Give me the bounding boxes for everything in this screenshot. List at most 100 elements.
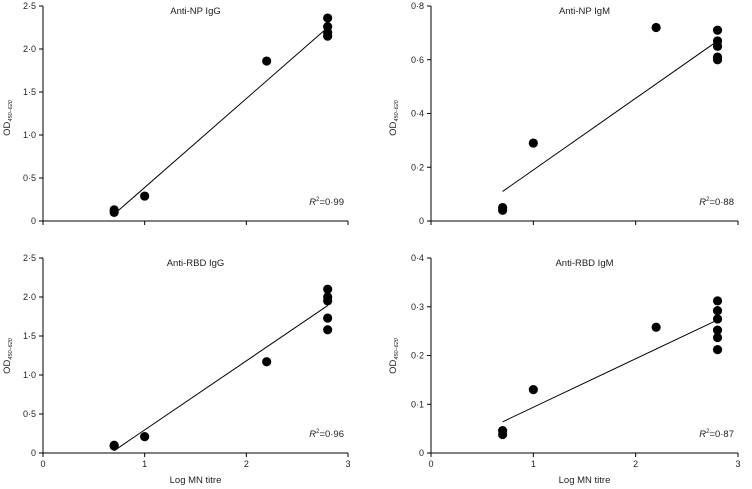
r-squared-exponent: 2: [706, 429, 710, 435]
r-squared-label: R2=0·96: [309, 429, 344, 440]
data-point: [323, 284, 333, 294]
data-point: [528, 138, 538, 148]
r-squared-label: R2=0·87: [699, 429, 734, 440]
data-point: [712, 314, 723, 324]
y-tick-label: 0·2: [411, 162, 424, 172]
y-tick-label: 0·5: [23, 173, 36, 183]
regression-line: [502, 40, 718, 192]
y-tick-label: 0·3: [411, 302, 424, 312]
data-point: [712, 306, 723, 316]
y-tick-label: 0·8: [411, 1, 424, 11]
y-axis-label-main: OD: [2, 121, 13, 135]
data-point: [323, 313, 333, 323]
x-axis-label: Log MN titre: [170, 475, 222, 486]
r-squared-symbol: R: [309, 197, 316, 208]
r-squared-value: =0·87: [709, 429, 734, 440]
data-point: [323, 292, 333, 302]
r-squared-symbol: R: [699, 197, 706, 208]
y-tick-label: 0: [31, 216, 36, 226]
y-tick-label: 0: [419, 448, 424, 458]
data-point: [498, 202, 508, 213]
data-point: [712, 52, 723, 62]
data-point: [109, 440, 119, 450]
data-point: [140, 191, 150, 201]
y-axis-label-main: OD: [388, 359, 399, 373]
data-point: [528, 385, 538, 395]
data-point: [712, 36, 723, 46]
r-squared-value: =0·96: [319, 429, 344, 440]
x-axis-label: Log MN titre: [559, 475, 611, 486]
chart-title: Anti-RBD IgM: [555, 258, 613, 269]
chart-title: Anti-RBD IgG: [167, 258, 225, 269]
r-squared-exponent: 2: [706, 197, 710, 203]
data-point: [712, 345, 723, 355]
data-point: [109, 205, 119, 215]
y-tick-label: 0: [419, 216, 424, 226]
y-axis-label-main: OD: [388, 121, 399, 135]
r-squared-label: R2=0·99: [309, 197, 344, 208]
y-tick-label: 2·0: [23, 44, 36, 54]
r-squared-symbol: R: [309, 429, 316, 440]
x-tick-label: 3: [345, 459, 350, 469]
y-tick-label: 1·0: [23, 130, 36, 140]
y-axis-label-subscript: 450–620: [394, 99, 400, 121]
regression-line: [113, 27, 328, 215]
y-tick-label: 2·0: [23, 292, 36, 302]
data-point: [140, 432, 150, 442]
chart-panel-anti-rbd-igm: 0 0·1 0·2 0·3 0·4 0 1 2 3 Anti-RBD IgM OD450–620 Lo…: [388, 253, 741, 486]
y-tick-label: 0·5: [23, 409, 36, 419]
y-tick-label: 0·4: [411, 253, 424, 263]
x-tick-label: 2: [244, 459, 249, 469]
x-tick-label: 1: [142, 459, 147, 469]
y-axis-label: OD450–620: [388, 99, 400, 136]
r-squared-exponent: 2: [316, 197, 320, 203]
y-tick-label: 2·5: [23, 1, 36, 11]
x-tick-label: 2: [633, 459, 638, 469]
y-axis-label: OD450–620: [2, 99, 14, 136]
data-point: [262, 357, 272, 367]
y-tick-label: 1·0: [23, 370, 36, 380]
data-point: [651, 322, 661, 332]
r-squared-label: R2=0·88: [699, 197, 734, 208]
r-squared-symbol: R: [699, 429, 706, 440]
y-tick-label: 2·5: [23, 253, 36, 263]
y-tick-label: 1·5: [23, 331, 36, 341]
regression-line: [113, 305, 328, 452]
x-tick-label: 0: [40, 459, 45, 469]
y-axis-label: OD450–620: [388, 337, 400, 374]
data-point: [712, 25, 723, 35]
y-tick-label: 1·5: [23, 87, 36, 97]
data-point: [498, 425, 508, 436]
y-tick-label: 0·4: [411, 109, 424, 119]
data-point: [262, 56, 272, 66]
chart-title: Anti-NP IgM: [559, 6, 610, 17]
y-tick-label: 0: [31, 448, 36, 458]
chart-panel-anti-np-igm: 0 0·2 0·4 0·6 0·8 Anti-NP IgM OD450–620 R2=0·88: [388, 1, 739, 226]
y-tick-label: 0·2: [411, 351, 424, 361]
x-tick-label: 1: [531, 459, 536, 469]
y-axis-label-subscript: 450–620: [8, 99, 14, 121]
chart-panel-anti-rbd-igg: 0 0·5 1·0 1·5 2·0 2·5 0 1 2 3 Anti-RBD IgG OD450–62…: [2, 253, 351, 486]
r-squared-exponent: 2: [316, 429, 320, 435]
r-squared-value: =0·99: [319, 197, 344, 208]
y-axis-label-main: OD: [2, 359, 13, 373]
chart-title: Anti-NP IgG: [170, 6, 221, 17]
data-point: [712, 332, 723, 343]
x-tick-label: 3: [735, 459, 740, 469]
r-squared-value: =0·88: [709, 197, 734, 208]
y-tick-label: 0·6: [411, 55, 424, 65]
regression-line: [502, 319, 718, 423]
y-axis-label-subscript: 450–620: [8, 337, 14, 359]
data-point: [712, 325, 723, 335]
data-point: [712, 296, 723, 306]
y-tick-label: 0·1: [411, 399, 424, 409]
chart-panel-anti-np-igg: 0 0·5 1·0 1·5 2·0 2·5 Anti-NP IgG OD450–620 R2=0…: [2, 1, 349, 226]
y-axis-label-subscript: 450–620: [394, 337, 400, 359]
data-point: [323, 13, 333, 23]
data-point: [323, 22, 333, 32]
x-tick-label: 0: [428, 459, 433, 469]
data-point: [651, 22, 661, 33]
y-axis-label: OD450–620: [2, 337, 14, 374]
data-point: [323, 325, 333, 335]
